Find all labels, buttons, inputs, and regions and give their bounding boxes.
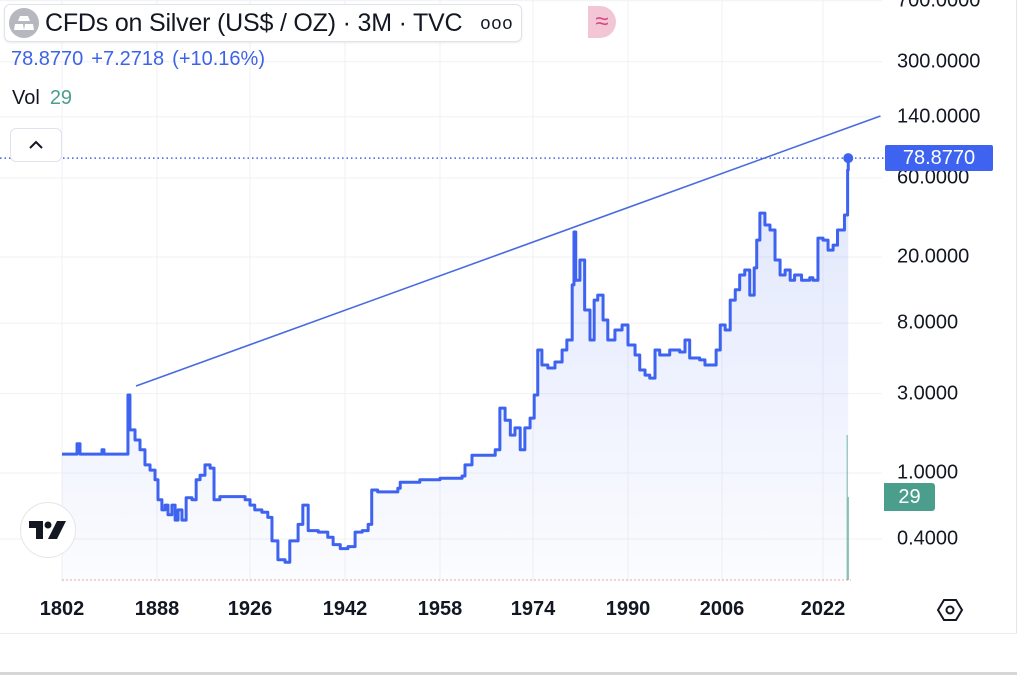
y-tick-label: 20.0000 bbox=[897, 245, 970, 268]
x-tick-label: 1974 bbox=[510, 598, 556, 620]
y-tick-label: 0.4000 bbox=[897, 527, 959, 550]
y-tick-label: 1.0000 bbox=[897, 461, 959, 484]
tradingview-logo-icon bbox=[29, 521, 66, 539]
x-tick-label: 2006 bbox=[699, 598, 745, 620]
tradingview-logo[interactable] bbox=[20, 502, 76, 558]
price-series-line bbox=[62, 158, 850, 564]
symbol-title: CFDs on Silver (US$ / OZ) · 3M · TVC bbox=[45, 8, 463, 37]
x-tick-label: 2022 bbox=[800, 598, 846, 620]
x-tick-label: 1888 bbox=[134, 598, 180, 620]
last-price-tag: 78.8770 bbox=[885, 145, 993, 171]
last-price: 78.8770 bbox=[11, 48, 84, 70]
last-price-marker bbox=[843, 153, 854, 164]
x-tick-label: 1802 bbox=[39, 598, 85, 620]
approx-wave-icon[interactable]: ≈ bbox=[588, 6, 616, 38]
volume-tag: 29 bbox=[884, 483, 935, 511]
trendline[interactable] bbox=[135, 115, 881, 387]
y-tick-label: 700.0000 bbox=[897, 0, 981, 12]
more-options-button[interactable]: ooo bbox=[480, 12, 514, 33]
y-tick-label: 300.0000 bbox=[897, 50, 981, 73]
axis-border-bottom bbox=[0, 633, 1017, 634]
x-tick-label: 1990 bbox=[605, 598, 651, 620]
axis-border-right bbox=[1016, 0, 1017, 634]
y-tick-label: 140.0000 bbox=[897, 105, 981, 128]
x-tick-label: 1958 bbox=[417, 598, 463, 620]
price-change: +7.2718 bbox=[91, 48, 165, 70]
x-tick-label: 1942 bbox=[322, 598, 368, 620]
volume-bars bbox=[846, 435, 849, 580]
price-readout: 78.8770 +7.2718 (+10.16%) bbox=[11, 48, 273, 71]
collapse-legend-button[interactable] bbox=[10, 128, 62, 162]
volume-label: Vol bbox=[12, 87, 40, 109]
volume-readout: Vol 29 bbox=[12, 87, 72, 110]
chevron-up-icon bbox=[29, 140, 43, 149]
y-tick-label: 8.0000 bbox=[897, 311, 959, 334]
x-tick-label: 1926 bbox=[227, 598, 273, 620]
volume-value: 29 bbox=[49, 87, 73, 109]
hexagon-settings-icon bbox=[936, 599, 964, 621]
settings-button[interactable] bbox=[936, 596, 964, 624]
y-tick-label: 60.0000 bbox=[897, 166, 970, 189]
symbol-legend[interactable]: CFDs on Silver (US$ / OZ) · 3M · TVC ooo bbox=[4, 4, 523, 42]
silver-bars-icon bbox=[9, 8, 39, 38]
y-tick-label: 3.0000 bbox=[897, 382, 959, 405]
price-area-fill bbox=[62, 158, 849, 580]
price-change-percent: (+10.16%) bbox=[172, 48, 265, 70]
bottom-divider bbox=[0, 672, 1017, 675]
